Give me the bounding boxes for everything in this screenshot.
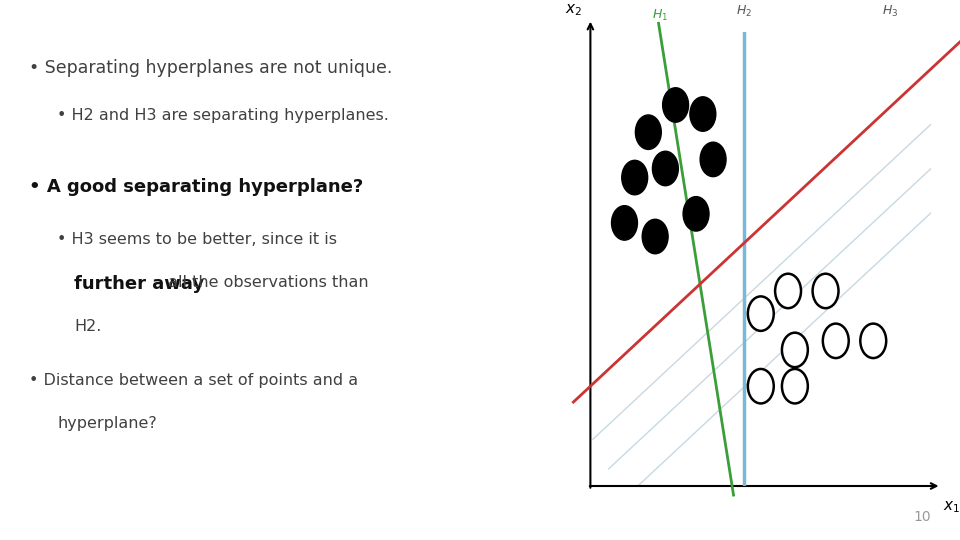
Circle shape (612, 206, 637, 240)
Circle shape (622, 160, 648, 195)
Circle shape (748, 296, 774, 331)
Circle shape (636, 115, 661, 150)
Circle shape (812, 274, 838, 308)
Text: 10: 10 (914, 510, 931, 524)
Text: • Separating hyperplanes are not unique.: • Separating hyperplanes are not unique. (29, 59, 392, 77)
Circle shape (690, 97, 716, 131)
Text: further away: further away (74, 275, 204, 293)
Text: $H_3$: $H_3$ (882, 4, 899, 19)
Circle shape (860, 323, 886, 358)
Circle shape (775, 274, 801, 308)
Text: $x_1$: $x_1$ (943, 500, 960, 515)
Text: $H_1$: $H_1$ (652, 8, 668, 23)
Circle shape (700, 142, 726, 177)
Text: hyperplane?: hyperplane? (58, 416, 156, 431)
Text: • H2 and H3 are separating hyperplanes.: • H2 and H3 are separating hyperplanes. (58, 108, 389, 123)
Text: • H3 seems to be better, since it is: • H3 seems to be better, since it is (58, 232, 337, 247)
Text: H2.: H2. (74, 319, 102, 334)
Text: all the observations than: all the observations than (163, 275, 369, 291)
Circle shape (748, 369, 774, 403)
Circle shape (782, 333, 807, 367)
Circle shape (782, 369, 807, 403)
Text: $H_2$: $H_2$ (735, 4, 752, 19)
Text: • Distance between a set of points and a: • Distance between a set of points and a (29, 373, 358, 388)
Text: • A good separating hyperplane?: • A good separating hyperplane? (29, 178, 363, 196)
Circle shape (662, 87, 688, 122)
Text: $x_2$: $x_2$ (564, 2, 582, 18)
Circle shape (684, 197, 709, 231)
Circle shape (653, 151, 679, 186)
Circle shape (642, 219, 668, 254)
Circle shape (823, 323, 849, 358)
